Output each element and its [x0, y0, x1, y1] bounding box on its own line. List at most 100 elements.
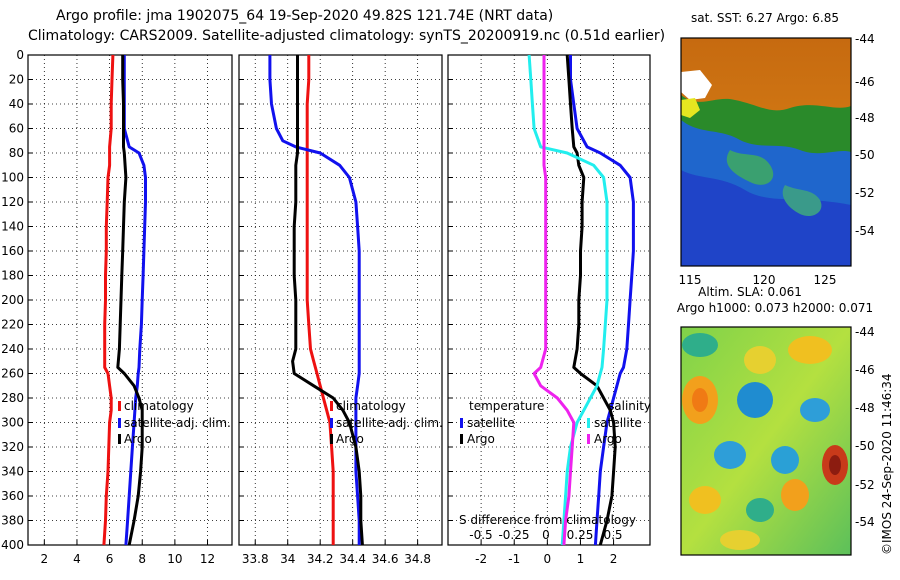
depth-tick-label: 380 — [1, 514, 24, 528]
depth-tick-label: 100 — [1, 171, 24, 185]
sst-lat-label: -52 — [855, 186, 875, 200]
x-tick-label: 34.2 — [307, 552, 334, 566]
legend-label-sal-satellite: satellite — [594, 416, 642, 430]
series-argo — [116, 55, 144, 546]
sst-missing-data — [681, 70, 712, 100]
legend-label-satellite: satellite-adj. clim. — [124, 416, 231, 430]
sst-lon-label: 115 — [679, 273, 702, 287]
sdiff-tick: -0.25 — [498, 528, 529, 542]
salinity-legend: climatology satellite-adj. clim. Argo — [330, 399, 443, 446]
sst-map-title: sat. SST: 6.27 Argo: 6.85 — [691, 11, 839, 25]
legend-label-argo: Argo — [124, 432, 152, 446]
sla-map-subtitle: Argo h1000: 0.073 h2000: 0.071 — [677, 301, 873, 315]
depth-tick-label: 40 — [9, 97, 24, 111]
sla-low-anomaly — [737, 382, 773, 418]
legend-swatch-argo — [330, 434, 333, 444]
sdiff-tick: -0.5 — [469, 528, 492, 542]
series-satellite-adj-clim- — [122, 55, 147, 546]
depth-tick-label: 60 — [9, 122, 24, 136]
series-climatology — [102, 54, 115, 546]
sla-map — [681, 327, 851, 555]
series-argo — [291, 55, 364, 546]
sla-lat-label: -44 — [855, 325, 875, 339]
climatology-title: Climatology: CARS2009. Satellite-adjuste… — [28, 28, 665, 44]
sla-low-anomaly — [771, 446, 799, 474]
sla-high-anomaly — [720, 530, 760, 550]
sla-high-anomaly — [744, 346, 776, 374]
depth-tick-label: 120 — [1, 195, 24, 209]
series-salinity-argo — [532, 55, 576, 546]
x-tick-label: 12 — [200, 552, 215, 566]
sst-front-band — [681, 98, 700, 118]
sla-map-title: Altim. SLA: 0.061 — [698, 285, 802, 299]
series-temperature-satellite — [569, 55, 635, 546]
legend-swatch-argo — [118, 434, 121, 444]
sla-high-anomaly-core — [829, 455, 841, 475]
profile-title: Argo profile: jma 1902075_64 19-Sep-2020… — [56, 8, 553, 24]
legend-label-temp-argo: Argo — [467, 432, 495, 446]
legend-label-sal-argo: Argo — [594, 432, 622, 446]
depth-tick-label: 240 — [1, 342, 24, 356]
sla-lat-label: -46 — [855, 363, 875, 377]
sdiff-tick: 0.25 — [567, 528, 594, 542]
salinity-panel: 33.8 34 34.2 34.4 34.6 34.8 — [238, 54, 443, 566]
sla-low-anomaly — [800, 398, 830, 422]
sst-lon-ticks: 115 120 125 — [679, 273, 837, 287]
depth-tick-label: 300 — [1, 416, 24, 430]
salinity-difference-axis-title: S difference from climatology — [459, 513, 636, 527]
legend-title-temperature: temperature — [469, 399, 544, 413]
panel-frame — [447, 54, 651, 546]
panel-frame — [238, 54, 443, 546]
legend-swatch-temp-satellite — [460, 418, 463, 428]
x-tick-label: 34.8 — [404, 552, 431, 566]
depth-tick-label: 220 — [1, 318, 24, 332]
depth-tick-label: 200 — [1, 293, 24, 307]
sdiff-tick: 0 — [542, 528, 550, 542]
legend-label-climatology: climatology — [336, 399, 406, 413]
depth-tick-label: 80 — [9, 146, 24, 160]
x-tick-label: 34 — [280, 552, 295, 566]
depth-tick-label: 320 — [1, 440, 24, 454]
sst-lon-label: 120 — [753, 273, 776, 287]
difference-legend: temperature satellite Argo salinity sate… — [460, 399, 651, 446]
legend-swatch-satellite — [330, 418, 333, 428]
imos-credit: ©IMOS 24-Sep-2020 11:46:34 — [880, 373, 894, 555]
x-tick-label: 2 — [610, 552, 618, 566]
depth-axis: 0 20 40 60 80 100 120 140 160 180 200 220 240 260 280 3… — [1, 48, 24, 552]
series-temperature-argo — [565, 54, 617, 546]
sla-low-anomaly — [714, 441, 746, 469]
depth-tick-label: 340 — [1, 465, 24, 479]
depth-tick-label: 140 — [1, 220, 24, 234]
sla-high-anomaly — [788, 336, 832, 364]
sst-map-frame — [680, 37, 852, 267]
sla-map-frame — [680, 326, 852, 556]
sst-map — [681, 38, 851, 266]
salinity-difference-ticks: -0.5 -0.25 0 0.25 0.5 — [469, 528, 622, 542]
legend-swatch-satellite — [118, 418, 121, 428]
sla-low-anomaly — [682, 333, 718, 357]
legend-label-argo: Argo — [336, 432, 364, 446]
sla-lat-label: -54 — [855, 515, 875, 529]
depth-tick-label: 0 — [16, 48, 24, 62]
depth-tick-label: 160 — [1, 244, 24, 258]
sla-low-anomaly — [746, 498, 774, 522]
depth-tick-label: 360 — [1, 489, 24, 503]
x-tick-label: 34.6 — [372, 552, 399, 566]
sst-lat-label: -46 — [855, 75, 875, 89]
sst-eddy — [782, 185, 822, 217]
sst-lat-label: -48 — [855, 111, 875, 125]
x-tick-label: 10 — [167, 552, 182, 566]
sst-lat-label: -44 — [855, 32, 875, 46]
sla-high-anomaly-core — [692, 388, 708, 412]
sla-lat-label: -50 — [855, 439, 875, 453]
depth-tick-label: 280 — [1, 391, 24, 405]
legend-swatch-climatology — [330, 401, 333, 411]
depth-tick-label: 180 — [1, 269, 24, 283]
difference-panel: -2 -1 0 1 2 — [447, 54, 651, 566]
sdiff-tick: 0.5 — [603, 528, 622, 542]
legend-swatch-sal-argo — [587, 434, 590, 444]
sst-lat-label: -50 — [855, 148, 875, 162]
sst-eddy — [726, 150, 774, 185]
x-tick-label: 1 — [577, 552, 585, 566]
sst-lat-ticks: -44 -46 -48 -50 -52 -54 — [855, 32, 875, 238]
